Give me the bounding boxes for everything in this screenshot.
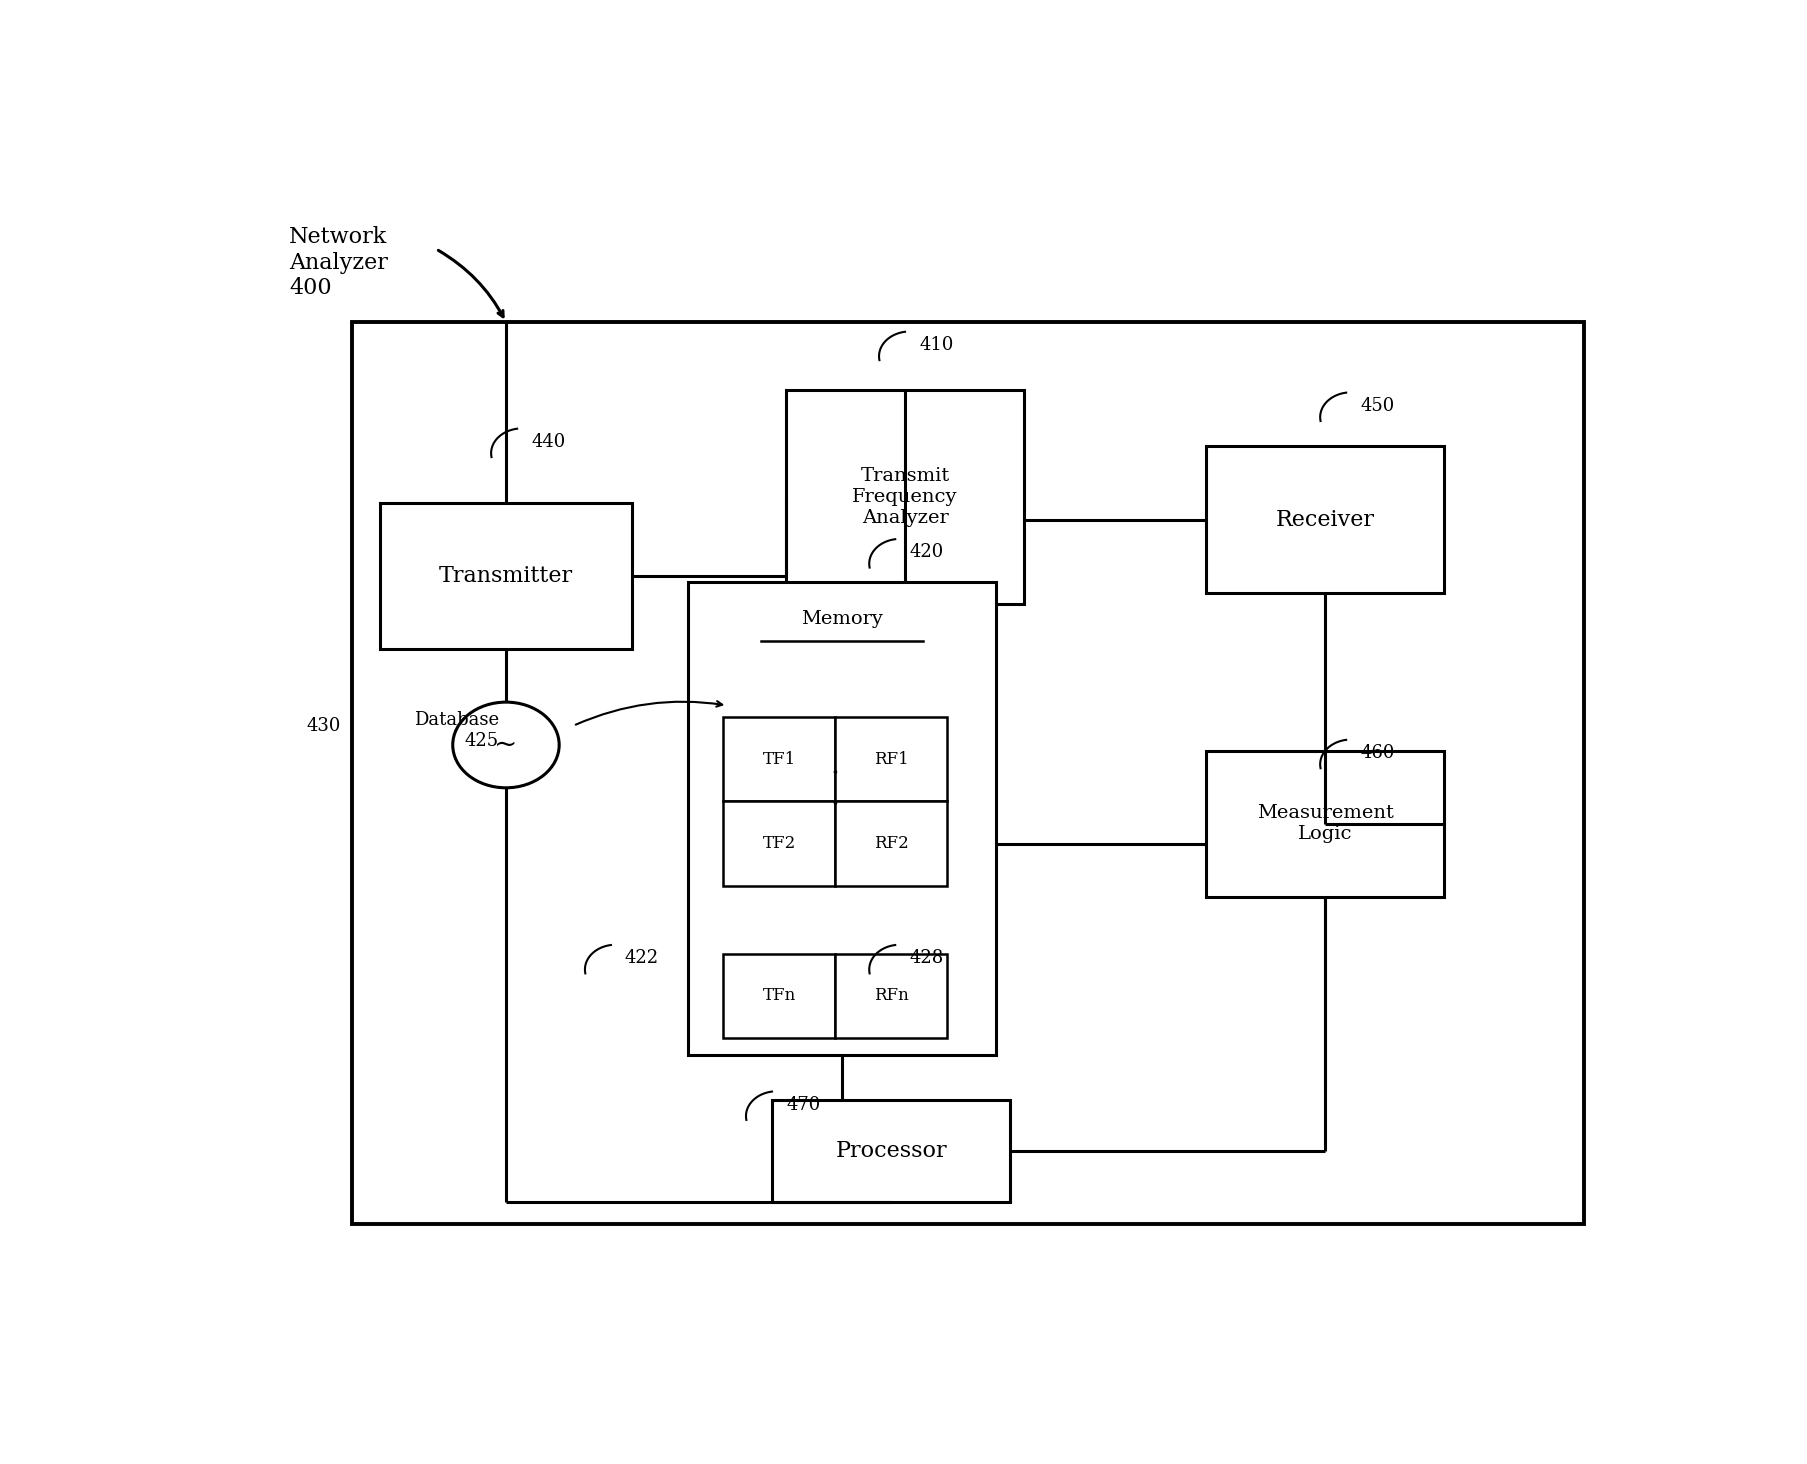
Text: ·
·: · · <box>831 761 840 820</box>
Text: TF1: TF1 <box>763 751 795 767</box>
Text: RFn: RFn <box>875 987 909 1004</box>
Bar <box>723 717 835 801</box>
Bar <box>688 581 996 1056</box>
Text: Receiver: Receiver <box>1276 508 1375 530</box>
Bar <box>835 717 947 801</box>
Bar <box>835 801 947 886</box>
Text: 460: 460 <box>1361 744 1395 761</box>
Text: TF2: TF2 <box>763 834 795 852</box>
Text: Database
425: Database 425 <box>414 712 499 750</box>
Bar <box>835 953 947 1038</box>
Bar <box>786 389 1025 605</box>
Text: TFn: TFn <box>763 987 795 1004</box>
Bar <box>723 953 835 1038</box>
Text: 450: 450 <box>1361 397 1395 414</box>
Text: Processor: Processor <box>835 1140 947 1162</box>
Text: Measurement
Logic: Measurement Logic <box>1258 804 1393 843</box>
Bar <box>379 502 632 649</box>
Bar <box>352 322 1585 1224</box>
Text: 440: 440 <box>531 433 566 451</box>
Text: RF1: RF1 <box>875 751 909 767</box>
Bar <box>1205 751 1444 897</box>
Text: 420: 420 <box>909 543 943 561</box>
Bar <box>1205 447 1444 593</box>
Text: 422: 422 <box>625 949 660 968</box>
Text: Transmit
Frequency
Analyzer: Transmit Frequency Analyzer <box>853 467 958 527</box>
Text: Transmitter: Transmitter <box>439 565 573 587</box>
Text: 428: 428 <box>909 949 943 968</box>
Text: 410: 410 <box>920 335 954 354</box>
Text: Memory: Memory <box>801 609 884 628</box>
Bar <box>723 801 835 886</box>
Text: ~: ~ <box>495 732 517 758</box>
Text: 470: 470 <box>786 1095 820 1114</box>
Bar <box>772 1099 1010 1202</box>
Text: 430: 430 <box>307 717 342 735</box>
Text: RF2: RF2 <box>875 834 909 852</box>
Text: Network
Analyzer
400: Network Analyzer 400 <box>289 227 389 299</box>
